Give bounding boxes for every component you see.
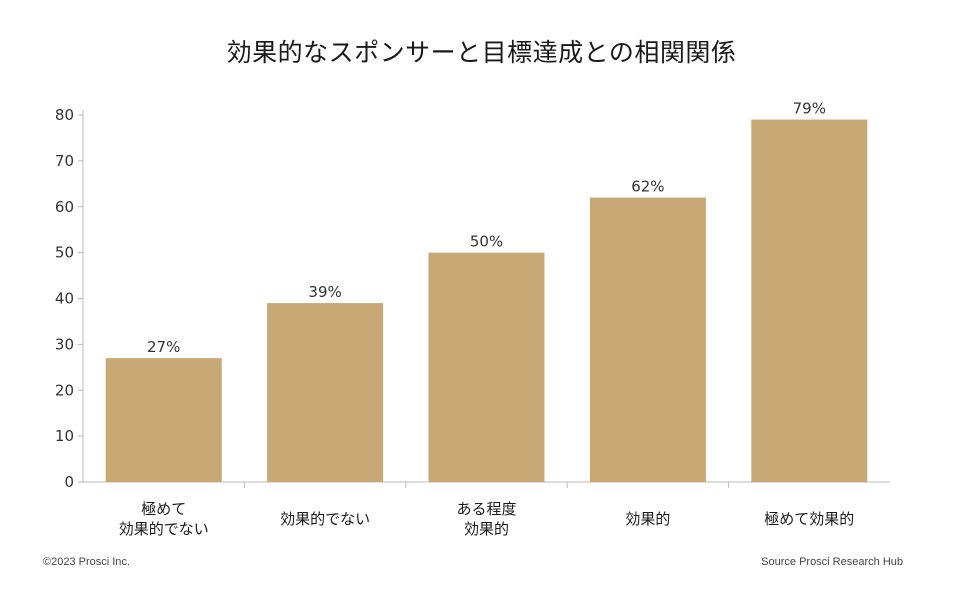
y-tick-label-10: 10	[55, 427, 74, 445]
category-label-2-line-1: 効果的	[464, 520, 509, 538]
y-tick-label-50: 50	[55, 244, 74, 262]
data-label-4: 79%	[793, 100, 826, 118]
y-tick-label-30: 30	[55, 335, 74, 353]
category-label-3: 効果的	[625, 510, 670, 528]
category-label-4: 極めて効果的	[764, 510, 854, 528]
data-label-0: 27%	[147, 338, 180, 356]
category-label-0-line-1: 効果的でない	[119, 520, 209, 538]
y-tick-label-70: 70	[55, 152, 74, 170]
data-label-1: 39%	[308, 283, 341, 301]
category-label-0-line-0: 極めて	[141, 500, 186, 518]
data-label-3: 62%	[631, 178, 664, 196]
y-tick-label-20: 20	[55, 381, 74, 399]
y-tick-label-40: 40	[55, 290, 74, 308]
bar-3	[589, 197, 706, 482]
category-label-1: 効果的でない	[280, 510, 370, 528]
y-tick-label-80: 80	[55, 106, 74, 124]
data-label-2: 50%	[470, 233, 503, 251]
chart-title: 効果的なスポンサーと目標達成との相関関係	[226, 38, 737, 67]
bar-2	[428, 252, 545, 482]
y-tick-label-0: 0	[64, 473, 74, 491]
source-text: Source Prosci Research Hub	[761, 556, 903, 568]
bar-1	[267, 303, 384, 482]
category-label-2-line-0: ある程度	[456, 500, 516, 518]
bar-4	[751, 119, 868, 483]
bar-0	[105, 358, 222, 482]
y-tick-label-60: 60	[55, 198, 74, 216]
copyright-text: ©2023 Prosci Inc.	[43, 556, 130, 568]
